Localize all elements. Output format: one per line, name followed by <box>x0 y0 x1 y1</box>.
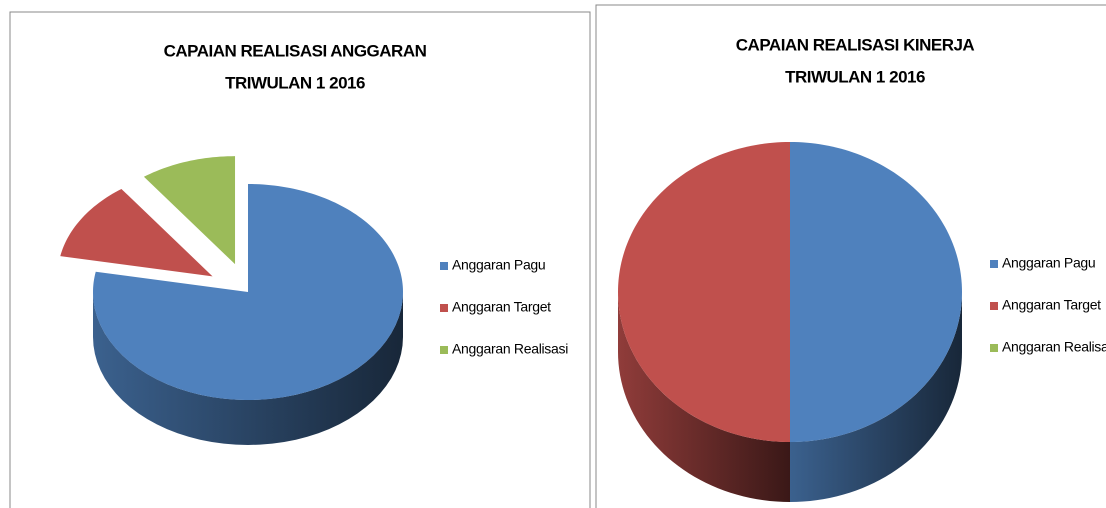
legend-label: Anggaran Pagu <box>1002 255 1095 271</box>
legend-label: Anggaran Pagu <box>452 257 545 273</box>
pie-slice <box>618 142 790 442</box>
chart-title: TRIWULAN 1 2016 <box>785 67 925 86</box>
pie-slice <box>60 188 213 277</box>
slice-sides <box>93 292 403 445</box>
legend-swatch <box>440 346 448 354</box>
legend-swatch <box>440 262 448 270</box>
legend-swatch <box>990 260 998 268</box>
legend-label: Anggaran Target <box>1002 297 1101 313</box>
legend-swatch <box>440 304 448 312</box>
slice-tops <box>60 156 403 400</box>
legend-swatch <box>990 302 998 310</box>
chart-title: TRIWULAN 1 2016 <box>225 73 365 92</box>
slice-side <box>618 292 790 502</box>
legend-label: Anggaran Target <box>452 299 551 315</box>
chart-title: CAPAIAN REALISASI KINERJA <box>736 35 975 54</box>
legend-label: Anggaran Realisas <box>1002 339 1106 355</box>
chart-title: CAPAIAN REALISASI ANGGARAN <box>164 41 427 60</box>
legend-label: Anggaran Realisasi <box>452 341 568 357</box>
slice-side <box>93 292 403 445</box>
legend-swatch <box>990 344 998 352</box>
slice-side <box>790 292 962 502</box>
pie-slice <box>93 184 403 400</box>
pie-slice <box>790 142 962 442</box>
slice-tops <box>618 142 962 442</box>
pie-slice <box>143 156 236 265</box>
slice-sides <box>618 292 962 502</box>
